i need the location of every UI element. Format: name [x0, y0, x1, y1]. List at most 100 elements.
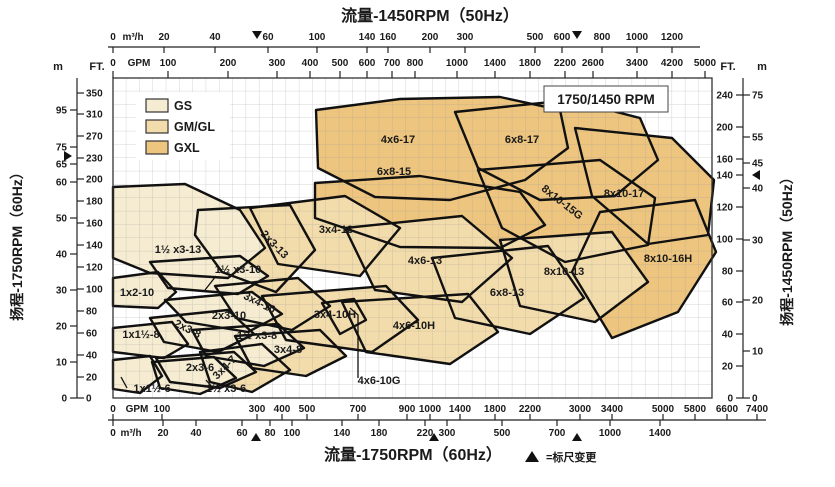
tick-label: 30	[56, 286, 68, 297]
tick-label: 3400	[601, 404, 624, 415]
tick-label: 20	[752, 296, 764, 307]
tick-label: 60	[722, 298, 734, 309]
envelope-outline-1½ x3-6	[150, 355, 238, 396]
model-label: 1½ x3-6	[206, 383, 246, 395]
envelope-outline-1½ x3-8	[190, 322, 306, 368]
tick-label: 140	[334, 428, 351, 439]
legend-swatch-1	[145, 119, 169, 134]
tick-label: 60	[86, 329, 98, 340]
tick-label: 300	[249, 404, 266, 415]
envelope-outline-3x4-7	[198, 342, 292, 394]
axis-right: 0 20 40 60 80 100 120 140 160 200 240 0 10 20 30 40 45 55…	[716, 78, 764, 405]
tick-label: 3400	[626, 58, 649, 69]
tick-label: 700	[549, 428, 566, 439]
model-label: 1x2-10	[120, 287, 154, 299]
tick-label: 80	[264, 428, 276, 439]
tick-label: 0	[86, 394, 92, 405]
model-label: 2x3-10	[212, 310, 246, 322]
tick-label: 240	[716, 91, 733, 102]
tick-label: 0	[110, 32, 116, 43]
left-axis-ft-header: FT.	[89, 61, 104, 73]
tick-label: 20	[158, 32, 170, 43]
scale-change-marker	[572, 433, 582, 441]
axis-top-gpm: 0 100 200 300 400 500 600 700 800 1000 1400 1800 220…	[110, 58, 717, 78]
top-axis-title: 流量-1450RPM（50Hz）	[341, 6, 519, 25]
rpm-box-label: 1750/1450 RPM	[557, 92, 655, 107]
scale-change-note: =标尺变更	[525, 450, 597, 464]
scale-change-note-text: =标尺变更	[546, 450, 597, 464]
tick-label: 30	[752, 236, 764, 247]
tick-label: 5000	[652, 404, 675, 415]
axis-unit-label: m³/h	[120, 428, 141, 439]
model-label: 8x10-13	[544, 266, 584, 278]
tick-label: 300	[439, 428, 456, 439]
tick-label: 20	[56, 322, 68, 333]
envelope-outline-4x6-10G	[320, 297, 368, 336]
scale-change-marker-icon	[525, 451, 539, 462]
tick-label: 40	[190, 428, 202, 439]
tick-label: 2200	[519, 404, 542, 415]
tick-label: 1800	[519, 58, 542, 69]
model-label: 1½ x3-8	[237, 330, 277, 342]
tick-label: 3000	[569, 404, 592, 415]
rpm-box-frame	[543, 85, 669, 113]
tick-label: 60	[56, 178, 68, 189]
tick-label: 40	[722, 330, 734, 341]
tick-label: 500	[332, 58, 349, 69]
tick-label: 7400	[746, 404, 769, 415]
tick-label: 200	[716, 123, 733, 134]
tick-label: 140	[359, 32, 376, 43]
tick-label: 300	[457, 32, 474, 43]
model-label: 1½ x3-13	[155, 244, 201, 256]
tick-label: 270	[86, 132, 103, 143]
model-label: 8x10-17	[604, 188, 644, 200]
tick-label: 500	[527, 32, 544, 43]
tick-label: 100	[154, 404, 171, 415]
tick-label: 0	[110, 58, 116, 69]
tick-label: 220	[417, 428, 434, 439]
legend-label-gs: GS	[174, 99, 192, 113]
tick-label: 200	[86, 175, 103, 186]
tick-label: 1400	[449, 404, 472, 415]
tick-label: 800	[594, 32, 611, 43]
tick-label: 95	[56, 106, 68, 117]
scale-change-marker	[252, 31, 262, 39]
axis-bottom-m3h: 0 20 40 60 80 100 140 180 220 300 500 700 1000 1400 m³…	[110, 420, 672, 441]
tick-label: 1400	[649, 428, 672, 439]
model-label: 1½ x3-10	[215, 264, 261, 276]
envelope-outline-4x6-10H	[340, 292, 500, 366]
tick-label: 500	[299, 404, 316, 415]
model-label: 3x4-10H	[314, 309, 356, 321]
tick-label: 75	[752, 91, 764, 102]
tick-label: 1000	[626, 32, 649, 43]
legend-swatch-0	[145, 98, 169, 113]
tick-label: 400	[274, 404, 291, 415]
tick-label: 0	[110, 404, 116, 415]
tick-label: 55	[752, 133, 764, 144]
tick-label: 1000	[446, 58, 469, 69]
tick-label: 300	[269, 58, 286, 69]
tick-label: 0	[61, 394, 67, 405]
tick-label: 160	[380, 32, 397, 43]
tick-label: 140	[86, 241, 103, 252]
envelope-outline-2x3-6	[154, 350, 258, 390]
model-label: 6x8-15	[377, 166, 411, 178]
tick-label: 230	[86, 154, 103, 165]
model-label: 1x1½-6	[133, 383, 170, 395]
envelope-outline-6x8-13	[430, 244, 586, 336]
tick-label: 400	[302, 58, 319, 69]
envelope-outline-2x3-8	[148, 308, 256, 354]
tick-label: 180	[371, 428, 388, 439]
tick-label: 900	[399, 404, 416, 415]
tick-label: 80	[86, 307, 98, 318]
tick-label: 310	[86, 110, 103, 121]
model-label: 8x10-16H	[644, 253, 692, 265]
rpm-box: 1750/1450 RPM	[543, 85, 669, 113]
tick-label: 350	[86, 89, 103, 100]
tick-label: 40	[752, 184, 764, 195]
bottom-axis-title: 流量-1750RPM（60Hz）	[324, 445, 502, 464]
label-leader-line	[349, 307, 359, 378]
tick-label: 10	[56, 358, 68, 369]
tick-label: 1200	[661, 32, 684, 43]
